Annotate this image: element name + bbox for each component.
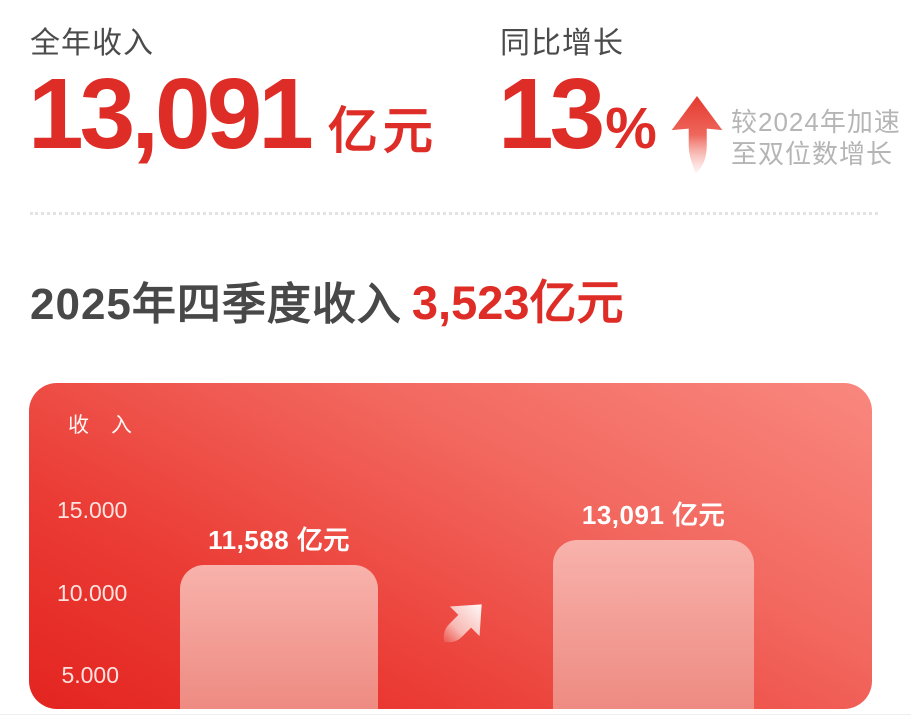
section-title: 2025年四季度收入 3,523亿元 <box>30 264 624 333</box>
yoy-growth-value-row: 13 % 较2024年加速 至双位数增长 <box>498 60 911 182</box>
growth-note-line1: 较2024年加速 <box>731 107 901 137</box>
up-arrow-icon <box>671 96 723 174</box>
annual-revenue-value-row: 13,091 亿元 <box>28 60 438 168</box>
bar-value-label: 13,091 亿元 <box>581 500 726 530</box>
yoy-growth-value: 13 <box>498 58 605 170</box>
annual-revenue-value: 13,091 <box>28 58 314 170</box>
growth-arrow-icon <box>443 604 482 643</box>
bar <box>180 565 378 709</box>
yoy-growth-unit: % <box>605 96 657 161</box>
section-title-value: 3,523亿元 <box>411 276 624 329</box>
y-axis-tick: 5.000 <box>61 662 119 688</box>
chart-ylabel: 收 入 <box>68 414 140 437</box>
y-axis-tick: 10.000 <box>57 580 128 606</box>
bar-value-label: 11,588 亿元 <box>208 525 350 555</box>
annual-revenue-label: 全年收入 <box>30 27 154 60</box>
growth-note: 较2024年加速 至双位数增长 <box>731 106 901 170</box>
yoy-growth-value-wrap: 13 % <box>498 60 657 168</box>
bar <box>553 540 754 709</box>
bottom-divider <box>0 714 911 715</box>
section-title-prefix: 2025年四季度收入 <box>30 280 402 329</box>
yoy-growth-label: 同比增长 <box>500 27 624 60</box>
growth-note-line2: 至双位数增长 <box>731 139 894 169</box>
dotted-divider <box>30 212 878 215</box>
annual-revenue-unit: 亿元 <box>327 103 438 159</box>
y-axis-tick: 15.000 <box>57 497 128 523</box>
revenue-chart-panel: 收 入 15.000 10.000 5.000 11,588 亿元 13,091… <box>29 383 872 709</box>
